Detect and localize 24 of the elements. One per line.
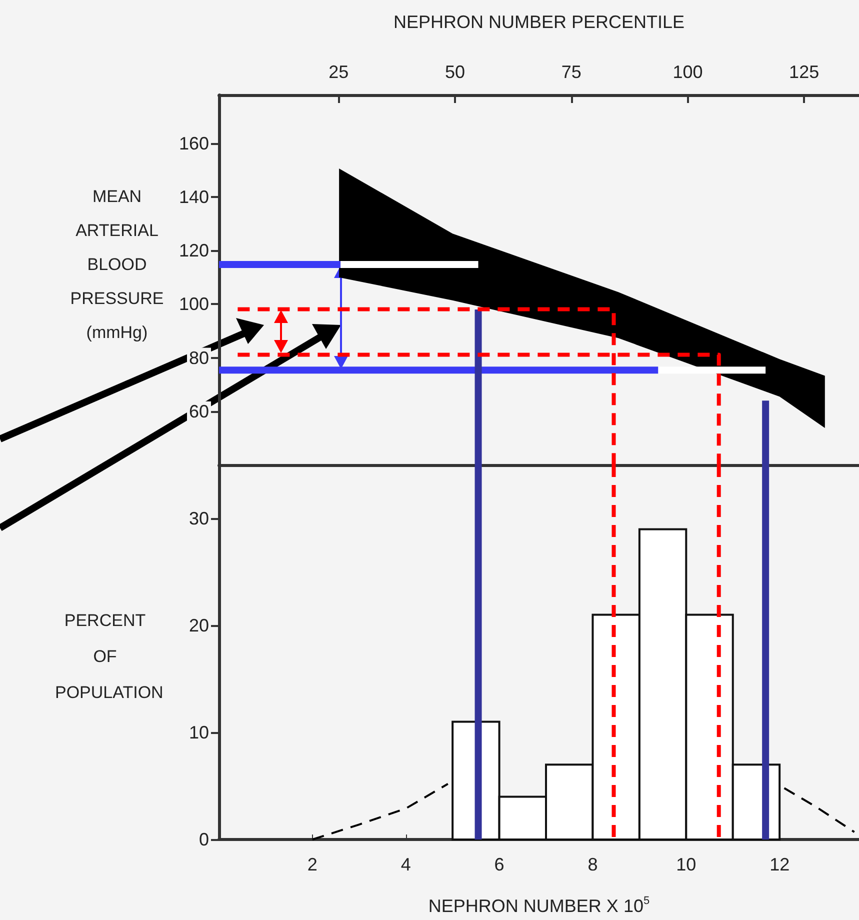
x-tick-label: 12 [770,854,790,874]
x2-tick-label: 50 [444,62,465,82]
x2-tick-label: 25 [328,62,349,82]
y-tick-label: 60 [188,401,209,422]
x2-tick-label: 75 [561,62,582,82]
x-tick-label: 8 [588,854,598,874]
y-axis-title: MEAN ARTERIAL BLOOD PRESSURE (mmHg) [69,186,165,344]
y-tick-label: 160 [178,133,209,154]
x2-tick-label: 100 [672,62,703,82]
y-tick-label: 140 [178,186,209,207]
y-axis-title: PERCENT OF POPULATION [55,610,164,704]
y-tick-label: 10 [188,722,209,742]
y-tick-label: 120 [178,240,209,261]
y-tick-label: 80 [188,348,209,368]
y-tick-label: 30 [188,508,209,528]
y-tick-label: 0 [198,830,209,850]
x-tick-label: 2 [307,854,318,874]
x-tick-label: 10 [676,854,696,874]
y-tick-label: 20 [188,616,209,636]
x-tick-label: 4 [400,854,411,874]
x2-tick-label: 125 [789,62,820,82]
y-tick-label: 100 [178,294,209,314]
x2-axis-title: NEPHRON NUMBER PERCENTILE [393,12,685,32]
x-tick-label: 6 [494,854,504,874]
